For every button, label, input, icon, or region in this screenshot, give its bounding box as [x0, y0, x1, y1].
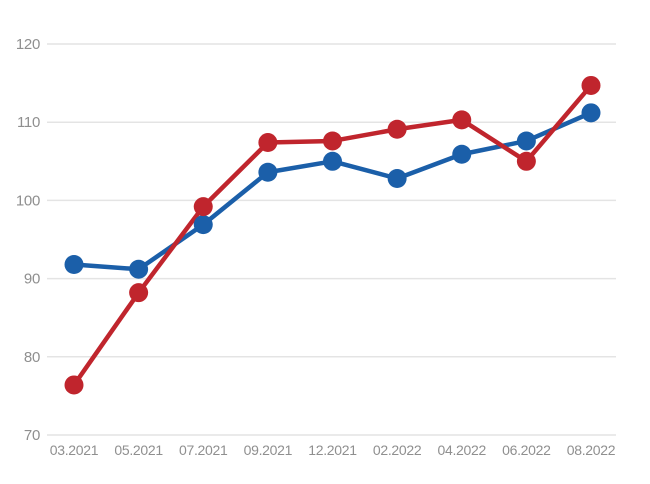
y-axis-label: 110	[17, 114, 40, 131]
data-point-red-series[interactable]	[581, 75, 601, 95]
series-line-red-series	[71, 83, 594, 388]
data-point-blue-series[interactable]	[387, 169, 407, 189]
data-point-red-series[interactable]	[193, 197, 213, 217]
data-point-blue-series[interactable]	[323, 151, 342, 171]
y-axis-label: 90	[24, 271, 40, 288]
x-axis-label: 07.2021	[179, 442, 228, 458]
x-axis-label: 03.2021	[50, 442, 99, 458]
data-point-blue-series[interactable]	[64, 255, 84, 275]
y-axis-label: 120	[16, 36, 40, 53]
y-axis-label: 80	[24, 349, 40, 366]
x-axis-label: 05.2021	[114, 442, 163, 458]
x-axis-label: 09.2021	[244, 442, 293, 458]
data-point-red-series[interactable]	[516, 151, 536, 171]
x-axis-label: 12.2021	[308, 442, 357, 458]
y-axis-label: 100	[16, 192, 40, 209]
data-point-blue-series[interactable]	[193, 215, 213, 235]
y-axis-label: 70	[24, 427, 40, 444]
x-axis-label: 04.2022	[437, 442, 486, 458]
data-point-blue-series[interactable]	[581, 103, 601, 123]
data-point-red-series[interactable]	[387, 119, 407, 139]
data-point-blue-series[interactable]	[452, 144, 472, 164]
x-axis-label: 02.2022	[373, 442, 422, 458]
x-axis-label: 08.2022	[567, 442, 616, 458]
data-point-blue-series[interactable]	[258, 162, 278, 182]
data-point-red-series[interactable]	[323, 131, 342, 151]
x-axis-label: 06.2022	[502, 442, 551, 458]
data-point-blue-series[interactable]	[129, 259, 149, 279]
data-point-red-series[interactable]	[452, 110, 472, 130]
data-point-red-series[interactable]	[64, 375, 84, 395]
data-point-red-series[interactable]	[129, 283, 149, 303]
data-point-red-series[interactable]	[258, 133, 278, 153]
data-point-blue-series[interactable]	[516, 131, 536, 151]
